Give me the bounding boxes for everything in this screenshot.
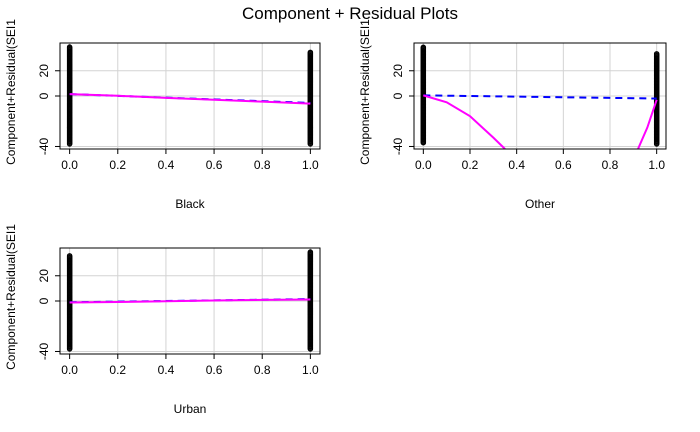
y-axis-label: Component+Residual(SEI1: [4, 19, 18, 165]
y-axis-label: Component+Residual(SEI1: [4, 224, 18, 370]
x-tick-label: 1.0: [302, 158, 319, 172]
x-axis-label: Black: [175, 197, 205, 211]
data-point: [420, 44, 427, 51]
x-tick-label: 0.4: [508, 158, 525, 172]
points-group: [66, 44, 314, 147]
x-tick-label: 0.2: [109, 158, 126, 172]
data-point: [66, 253, 73, 259]
data-point: [307, 49, 314, 56]
x-tick-label: 0.8: [254, 158, 271, 172]
x-tick-label: 1.0: [648, 158, 665, 172]
y-tick-label: 20: [37, 64, 51, 78]
plot-panel-2: 0.0 0.2 0.4 0.6 0.8 1.0 -40 0 20 Other Component+R…: [358, 19, 667, 211]
y-tick-label: 0: [391, 92, 405, 99]
data-point: [653, 51, 660, 57]
smooth-line: [637, 99, 658, 149]
x-tick-label: 0.0: [415, 158, 432, 172]
x-axis-label: Urban: [174, 402, 207, 416]
x-tick-label: 0.6: [555, 158, 572, 172]
plot-panel-3: 0.0 0.2 0.4 0.6 0.8 1.0 -40 0 20 Urban Component+R…: [4, 224, 321, 416]
points-group: [420, 44, 660, 147]
x-tick-label: 1.0: [302, 363, 319, 377]
y-tick-label: -40: [37, 137, 51, 155]
fit-line: [423, 94, 657, 100]
smooth-line: [69, 93, 311, 105]
data-point: [66, 44, 73, 50]
x-axis-label: Other: [525, 197, 555, 211]
x-tick-label: 0.4: [158, 158, 175, 172]
x-tick-label: 0.0: [61, 158, 78, 172]
points-group: [66, 249, 314, 352]
y-axis-label: Component+Residual(SEI1: [358, 19, 372, 165]
x-tick-label: 0.4: [158, 363, 175, 377]
x-tick-label: 0.8: [254, 363, 271, 377]
y-tick-label: -40: [391, 137, 405, 155]
x-tick-label: 0.2: [462, 158, 479, 172]
y-tick-label: 0: [37, 92, 51, 99]
x-tick-label: 0.6: [206, 363, 223, 377]
y-tick-label: 0: [37, 297, 51, 304]
x-tick-label: 0.0: [61, 363, 78, 377]
page-title: Component + Residual Plots: [242, 4, 458, 23]
x-tick-label: 0.8: [602, 158, 619, 172]
x-tick-label: 0.6: [206, 158, 223, 172]
y-tick-label: 20: [391, 64, 405, 78]
smooth-line: [69, 298, 311, 304]
x-tick-label: 0.2: [109, 363, 126, 377]
y-tick-label: 20: [37, 269, 51, 283]
y-tick-label: -40: [37, 342, 51, 360]
data-point: [307, 249, 314, 255]
plot-panel-1: 0.0 0.2 0.4 0.6 0.8 1.0 -40 0 20 Black Component+R…: [4, 19, 321, 211]
smooth-line: [423, 94, 506, 149]
